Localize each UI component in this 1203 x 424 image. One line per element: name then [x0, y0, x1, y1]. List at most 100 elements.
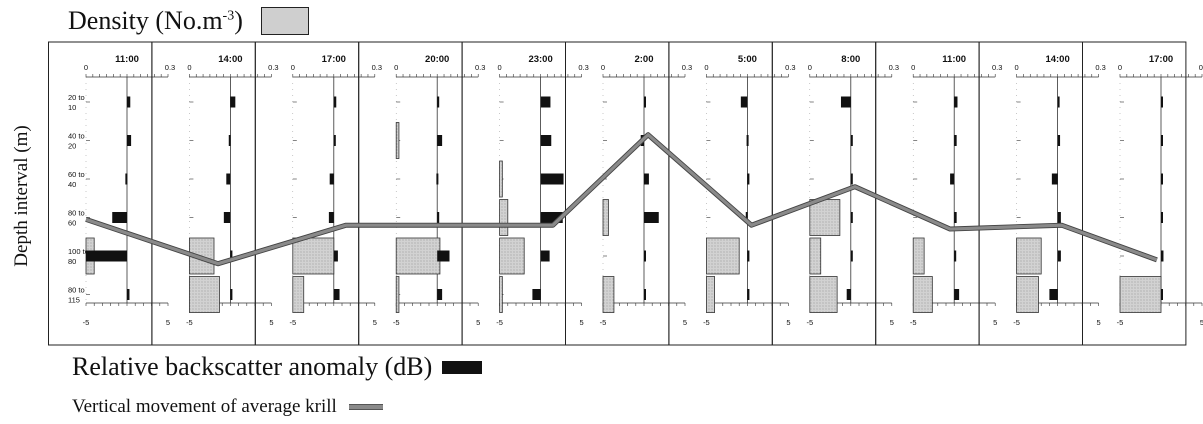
density-bar: [1119, 276, 1162, 313]
backscatter-tick-label: 5: [1200, 318, 1203, 327]
movement-legend-label: Vertical movement of average krill: [72, 396, 337, 417]
time-label: 14:00: [218, 54, 242, 65]
backscatter-bar: [333, 135, 336, 146]
backscatter-bar: [223, 212, 231, 223]
density-bar: [499, 276, 503, 313]
panel-frame: [358, 41, 463, 346]
density-bar: [706, 276, 716, 313]
backscatter-tick-label: 5: [890, 318, 894, 327]
backscatter-bar: [747, 289, 750, 300]
density-bar: [188, 276, 220, 313]
depth-label: 20: [68, 142, 76, 151]
movement-swatch: [348, 404, 383, 410]
depth-label: 40: [68, 180, 76, 189]
backscatter-bar: [540, 96, 551, 108]
backscatter-bar: [1161, 135, 1163, 146]
panel-frame: [461, 41, 567, 346]
density-bar: [1016, 237, 1042, 275]
movement-line-outline: [85, 132, 1158, 267]
backscatter-bar: [437, 135, 443, 146]
backscatter-tick-label: -5: [496, 318, 503, 327]
backscatter-bar: [230, 96, 236, 108]
density-bar: [499, 237, 525, 275]
backscatter-bar: [850, 135, 853, 146]
density-bar: [706, 237, 740, 275]
backscatter-bar: [644, 289, 646, 300]
depth-label: 115: [68, 296, 80, 305]
density-tick-label: 0: [808, 63, 812, 72]
density-bar: [395, 276, 400, 313]
density-tick-label: 0.3: [475, 63, 485, 72]
backscatter-tick-label: 5: [1097, 318, 1101, 327]
backscatter-bar: [436, 173, 439, 185]
density-bar: [809, 276, 838, 313]
backscatter-legend-label: Relative backscatter anomaly (dB): [72, 352, 433, 381]
backscatter-bar: [86, 250, 127, 262]
backscatter-bar: [740, 96, 748, 108]
depth-label: 20 to: [68, 93, 85, 102]
backscatter-bar: [532, 289, 541, 300]
panel-3: 20:00 0 0.3 -5 5: [358, 41, 485, 346]
panel-1: 14:00 0 0.3 -5 5: [151, 41, 279, 346]
depth-label: 100 to: [68, 247, 89, 256]
density-bar: [292, 276, 305, 313]
backscatter-bar: [747, 173, 750, 185]
backscatter-bar: [437, 250, 450, 262]
density-tick-label: 0: [291, 63, 295, 72]
depth-label: 60 to: [68, 170, 85, 179]
backscatter-bar: [333, 289, 340, 300]
depth-label: 40 to: [68, 132, 85, 141]
panel-frame: [668, 41, 773, 346]
backscatter-bar: [644, 212, 659, 223]
density-tick-label: 0: [911, 63, 915, 72]
density-tick-label: 0.3: [578, 63, 588, 72]
backscatter-bar: [644, 173, 649, 185]
backscatter-bar: [230, 250, 233, 262]
movement-legend: Vertical movement of average krill: [72, 396, 383, 418]
backscatter-bar: [1161, 96, 1163, 108]
density-tick-label: 0: [704, 63, 708, 72]
backscatter-tick-label: -5: [703, 318, 710, 327]
backscatter-bar: [954, 96, 958, 108]
backscatter-bar: [1057, 135, 1061, 146]
density-tick-label: 0.3: [682, 63, 692, 72]
backscatter-bar: [1057, 212, 1061, 223]
backscatter-tick-label: -5: [186, 318, 193, 327]
backscatter-bar: [230, 289, 233, 300]
time-label: 8:00: [841, 54, 860, 65]
density-bar: [912, 237, 925, 275]
density-tick-label: 0: [394, 63, 398, 72]
backscatter-tick-label: 5: [373, 318, 377, 327]
backscatter-bar: [127, 289, 130, 300]
panel-frame: [1082, 41, 1187, 346]
backscatter-bar: [850, 212, 853, 223]
backscatter-tick-label: 5: [580, 318, 584, 327]
time-label: 17:00: [1149, 54, 1173, 65]
time-label: 23:00: [528, 54, 552, 65]
backscatter-tick-label: -5: [806, 318, 813, 327]
density-tick-label: 0: [1015, 63, 1019, 72]
density-bar: [499, 160, 503, 198]
density-bar: [1016, 276, 1039, 313]
density-tick-label: 0: [498, 63, 502, 72]
backscatter-bar: [437, 212, 440, 223]
backscatter-bar: [1161, 173, 1163, 185]
density-tick-label: 0.3: [372, 63, 382, 72]
backscatter-tick-label: -5: [600, 318, 607, 327]
backscatter-swatch: [442, 360, 483, 374]
backscatter-tick-label: -5: [1117, 318, 1124, 327]
backscatter-tick-label: 5: [166, 318, 170, 327]
backscatter-bar: [333, 250, 338, 262]
density-tick-label: 0.3: [889, 63, 899, 72]
density-bar: [395, 237, 441, 275]
density-bar: [602, 199, 609, 236]
density-legend: Density (No.m-3): [68, 4, 309, 38]
density-swatch: [260, 7, 309, 35]
depth-label: 60: [68, 219, 76, 228]
backscatter-bar: [1161, 250, 1164, 262]
time-label: 14:00: [1045, 54, 1069, 65]
backscatter-bar: [954, 250, 957, 262]
density-bar: [912, 276, 933, 313]
density-bar: [809, 237, 822, 275]
